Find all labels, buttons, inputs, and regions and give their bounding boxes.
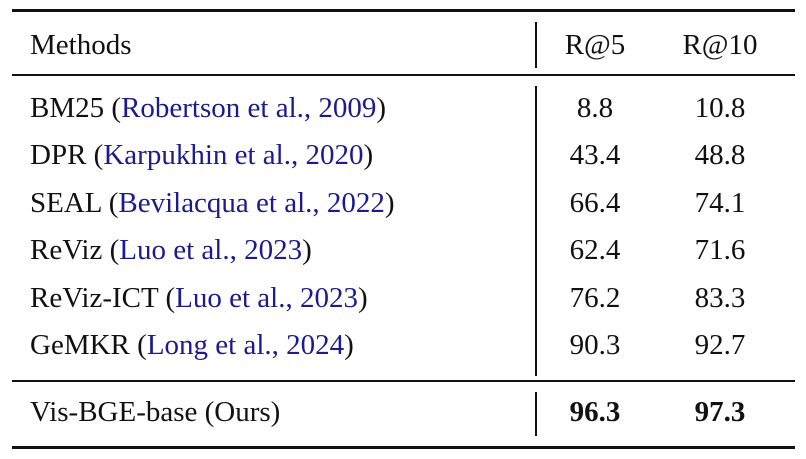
r5-value: 66.4 bbox=[569, 187, 621, 219]
r5-value: 8.8 bbox=[576, 92, 614, 124]
r10-value: 83.3 bbox=[694, 282, 746, 314]
r10-value: 71.6 bbox=[694, 234, 746, 266]
column-divider bbox=[535, 392, 537, 436]
header-r5: R@5 bbox=[564, 29, 626, 61]
method-name: Vis-BGE-base (Ours) bbox=[30, 396, 281, 428]
citation-link[interactable]: Luo et al., 2023 bbox=[119, 234, 303, 266]
method-cell: GeMKR (Long et al., 2024) bbox=[30, 329, 354, 361]
column-divider bbox=[535, 86, 537, 376]
method-name: BM25 bbox=[30, 92, 105, 124]
method-cell: ReViz (Luo et al., 2023) bbox=[30, 234, 312, 266]
method-name: ReViz-ICT bbox=[30, 282, 159, 314]
header-methods: Methods bbox=[30, 29, 132, 61]
r5-value: 76.2 bbox=[569, 282, 621, 314]
column-divider bbox=[535, 22, 537, 68]
r5-value: 90.3 bbox=[569, 329, 621, 361]
bottom-rule bbox=[12, 446, 795, 449]
method-name: ReViz bbox=[30, 234, 103, 266]
method-cell: ReViz-ICT (Luo et al., 2023) bbox=[30, 282, 368, 314]
table-row: BM25 (Robertson et al., 2009) 8.8 10.8 bbox=[0, 88, 806, 128]
r10-value: 92.7 bbox=[694, 329, 746, 361]
r10-value: 97.3 bbox=[694, 396, 746, 428]
ours-row: Vis-BGE-base (Ours) 96.3 97.3 bbox=[0, 392, 806, 432]
method-name: SEAL bbox=[30, 187, 102, 219]
header-rule bbox=[12, 74, 795, 76]
r10-value: 74.1 bbox=[694, 187, 746, 219]
mid-rule bbox=[12, 380, 795, 382]
citation-link[interactable]: Luo et al., 2023 bbox=[175, 282, 358, 314]
header-r10: R@10 bbox=[682, 29, 758, 61]
citation-link[interactable]: Karpukhin et al., 2020 bbox=[103, 139, 364, 171]
method-cell: SEAL (Bevilacqua et al., 2022) bbox=[30, 187, 395, 219]
r5-value: 43.4 bbox=[569, 139, 621, 171]
citation-link[interactable]: Long et al., 2024 bbox=[146, 329, 345, 361]
method-cell: BM25 (Robertson et al., 2009) bbox=[30, 92, 387, 124]
method-name: GeMKR bbox=[30, 329, 130, 361]
r10-value: 48.8 bbox=[694, 139, 746, 171]
citation-link[interactable]: Bevilacqua et al., 2022 bbox=[118, 187, 385, 219]
table-row: ReViz-ICT (Luo et al., 2023) 76.2 83.3 bbox=[0, 278, 806, 318]
method-cell: DPR (Karpukhin et al., 2020) bbox=[30, 139, 374, 171]
citation-link[interactable]: Robertson et al., 2009 bbox=[121, 92, 377, 124]
r5-value: 62.4 bbox=[569, 234, 621, 266]
r5-value: 96.3 bbox=[569, 396, 621, 428]
r10-value: 10.8 bbox=[694, 92, 746, 124]
table-row: ReViz (Luo et al., 2023) 62.4 71.6 bbox=[0, 230, 806, 270]
table-row: SEAL (Bevilacqua et al., 2022) 66.4 74.1 bbox=[0, 183, 806, 223]
header-row: Methods R@5 R@10 bbox=[0, 25, 806, 65]
top-rule bbox=[12, 9, 795, 12]
method-name: DPR bbox=[30, 139, 87, 171]
table-row: GeMKR (Long et al., 2024) 90.3 92.7 bbox=[0, 325, 806, 365]
table-row: DPR (Karpukhin et al., 2020) 43.4 48.8 bbox=[0, 135, 806, 175]
